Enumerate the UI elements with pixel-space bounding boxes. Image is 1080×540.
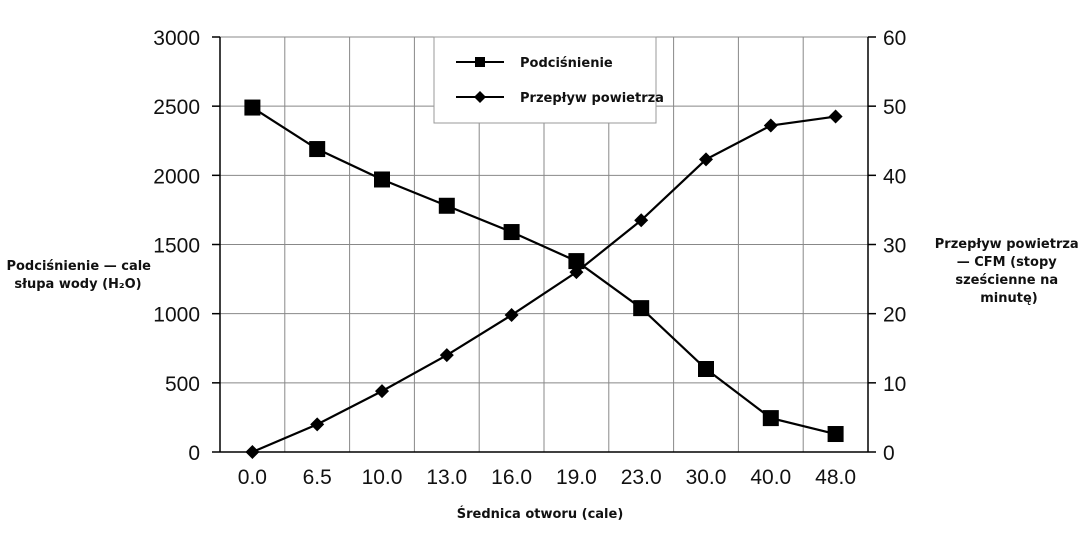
left-tick-label: 1000 [153,304,200,327]
series-1 [244,99,844,443]
right-tick-label: 60 [883,27,906,50]
diamond-data-point [439,348,454,363]
x-tick-label: 6.5 [303,466,332,489]
x-tick-label: 23.0 [621,466,662,489]
x-tick-label: 19.0 [556,466,597,489]
right-tick-label: 30 [883,235,906,258]
left-y-tick-labels: 0 500 1000 1500 2000 2500 3000 [153,27,220,465]
diamond-data-point [763,118,778,133]
left-tick-label: 3000 [153,27,200,50]
left-tick-label: 2500 [153,96,200,119]
right-tick-label: 50 [883,96,906,119]
legend: Podciśnienie Przepływ powietrza [433,36,664,124]
x-tick-label: 16.0 [491,466,532,489]
x-tick-label: 30.0 [686,466,727,489]
diamond-data-point [699,152,713,167]
series-line [251,106,836,436]
legend-label-vacuum: Podciśnienie [520,56,613,71]
x-tick-labels: 0.0 6.5 10.0 13.0 16.0 19.0 23.0 30.0 40.0 48.0 [238,466,856,489]
left-tick-label: 2000 [153,165,200,188]
series-line [251,115,836,454]
left-y-axis-title: Podciśnienie — cale słupa wody (H₂O) [6,259,155,292]
series-2 [245,109,843,459]
left-tick-label: 1500 [153,235,200,258]
right-y-title-line-3: sześcienne na [955,273,1058,288]
square-data-point [633,300,650,317]
x-axis-title: Średnica otworu (cale) [457,506,624,522]
diamond-data-point [634,213,649,228]
diamond-data-point [569,265,584,280]
legend-square-marker [475,57,485,67]
right-tick-label: 0 [883,442,895,465]
square-data-point [762,410,779,427]
square-data-point [568,253,585,270]
square-data-point [698,361,714,377]
x-tick-label: 48.0 [815,466,856,489]
square-data-point [244,99,261,116]
diamond-data-point [310,417,325,432]
x-tick-label: 13.0 [426,466,467,489]
left-tick-label: 0 [188,442,200,465]
legend-box [433,36,657,124]
square-data-point [309,141,326,158]
diamond-data-point [245,445,260,459]
left-y-title-line-1: Podciśnienie — cale [6,259,151,274]
data-series [244,99,844,459]
square-data-point [374,171,390,188]
square-data-point [503,224,520,241]
legend-label-airflow: Przepływ powietrza [520,91,664,106]
left-tick-label: 500 [165,373,200,396]
right-y-title-line-4: minutę) [980,291,1037,306]
right-tick-label: 40 [883,165,906,188]
diamond-data-point [375,384,389,399]
legend-diamond-marker [474,91,486,103]
right-y-title-line-2: — CFM (stopy [957,255,1058,270]
left-y-title-line-2: słupa wody (H₂O) [14,277,141,292]
right-y-tick-labels: 0 10 20 30 40 50 60 [868,27,906,465]
x-tick-label: 0.0 [238,466,267,489]
right-y-title-line-1: Przepływ powietrza [935,237,1079,252]
right-tick-label: 10 [883,373,906,396]
right-y-axis-title: Przepływ powietrza — CFM (stopy sześcien… [935,237,1080,306]
diamond-data-point [828,109,843,124]
square-data-point [438,197,455,214]
diamond-data-point [504,308,519,323]
square-data-point [827,426,844,443]
right-tick-label: 20 [883,304,906,327]
x-tick-label: 40.0 [750,466,791,489]
x-tick-label: 10.0 [362,466,403,489]
